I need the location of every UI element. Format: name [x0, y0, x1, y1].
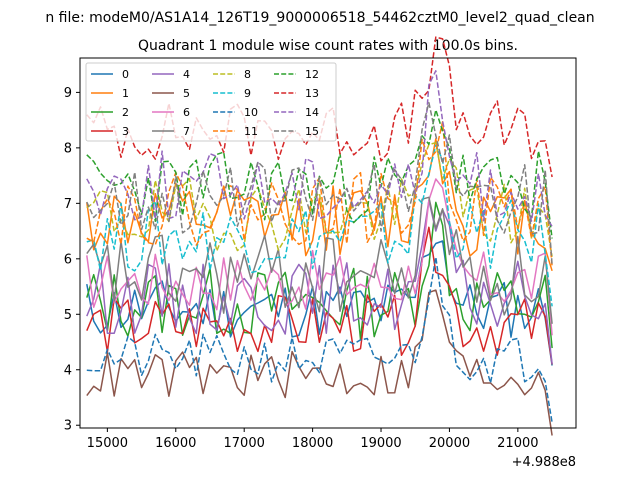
axes-frame — [79, 57, 577, 429]
series-line-14 — [86, 70, 553, 227]
series-line-10 — [86, 256, 553, 423]
y-tick-label: 3 — [64, 419, 72, 434]
legend-label-3: 3 — [122, 125, 129, 138]
x-tick-label: 19000 — [360, 436, 401, 451]
legend-label-1: 1 — [122, 87, 129, 100]
chart-title: Quadrant 1 module wise count rates with … — [138, 38, 518, 54]
legend-label-8: 8 — [244, 68, 251, 81]
x-tick-label: 20000 — [429, 436, 470, 451]
y-axis-ticks: 3 4 5 6 7 8 9 — [64, 86, 80, 434]
series-line-3 — [86, 226, 553, 365]
series-line-8 — [86, 141, 553, 257]
legend-label-9: 9 — [244, 87, 251, 100]
legend-label-4: 4 — [183, 68, 190, 81]
y-tick-label: 7 — [64, 197, 72, 212]
legend-label-7: 7 — [183, 125, 190, 138]
y-tick-label: 5 — [64, 308, 72, 323]
series-line-2 — [86, 201, 553, 349]
y-tick-label: 9 — [64, 86, 72, 101]
x-tick-label: 17000 — [224, 436, 265, 451]
series-line-5 — [86, 289, 553, 436]
legend-label-0: 0 — [122, 68, 129, 81]
legend-label-11: 11 — [244, 125, 258, 138]
series-line-9 — [86, 144, 553, 307]
legend-frame — [85, 62, 337, 142]
chart-suptitle: n file: modeM0/AS1A14_126T19_9000006518_… — [45, 10, 594, 26]
legend-label-14: 14 — [305, 106, 319, 119]
x-axis-ticks: 15000 16000 17000 18000 19000 20000 21000 — [87, 428, 539, 451]
series-line-6 — [86, 178, 553, 336]
y-tick-label: 8 — [64, 141, 72, 156]
x-offset-label: +4.988e8 — [512, 455, 576, 470]
series-line-4 — [86, 199, 553, 364]
legend-label-12: 12 — [305, 68, 319, 81]
x-tick-label: 18000 — [292, 436, 333, 451]
x-tick-label: 15000 — [87, 436, 128, 451]
series-line-12 — [86, 109, 553, 239]
legend-label-6: 6 — [183, 106, 190, 119]
series-layer — [86, 36, 553, 436]
y-tick-label: 4 — [64, 363, 72, 378]
legend-label-15: 15 — [305, 125, 319, 138]
y-tick-label: 6 — [64, 252, 72, 267]
x-tick-label: 16000 — [155, 436, 196, 451]
series-line-15 — [86, 101, 553, 265]
legend-label-2: 2 — [122, 106, 129, 119]
series-line-0 — [86, 240, 553, 366]
legend-label-13: 13 — [305, 87, 319, 100]
legend-label-5: 5 — [183, 87, 190, 100]
legend-label-10: 10 — [244, 106, 258, 119]
x-tick-label: 21000 — [497, 436, 538, 451]
